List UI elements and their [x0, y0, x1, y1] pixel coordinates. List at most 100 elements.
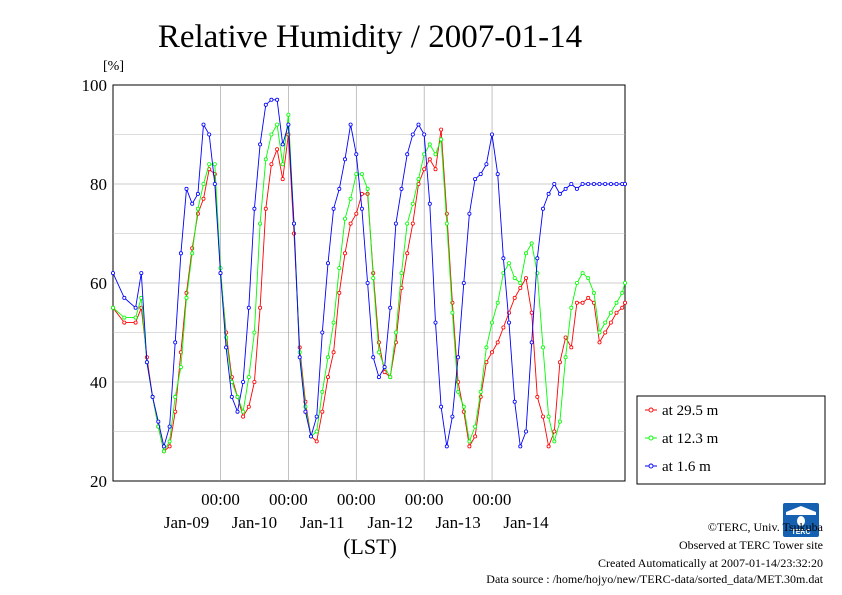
data-point: [422, 167, 427, 172]
data-point: [331, 206, 336, 211]
data-point: [156, 419, 161, 424]
y-tick-label: 60: [90, 274, 107, 293]
x-tick-label: 00:00: [473, 490, 512, 509]
grid: [113, 85, 625, 481]
series-line: [112, 129, 626, 453]
data-point: [139, 271, 144, 276]
legend-label: at 29.5 m: [662, 403, 719, 419]
data-point: [623, 280, 628, 285]
data-point: [382, 365, 387, 370]
data-point: [563, 186, 568, 191]
data-point: [269, 132, 274, 137]
data-point: [416, 122, 421, 127]
data-point: [320, 389, 325, 394]
data-point: [376, 350, 381, 355]
data-point: [518, 444, 523, 449]
data-point: [574, 280, 579, 285]
legend: at 29.5 m at 12.3 m at 1.6 m: [636, 395, 826, 485]
data-point: [467, 444, 472, 449]
data-point: [439, 404, 444, 409]
data-point: [348, 122, 353, 127]
data-point: [133, 315, 138, 320]
data-point: [388, 305, 393, 310]
data-point: [359, 172, 364, 177]
data-point: [444, 444, 449, 449]
data-point: [258, 142, 263, 147]
data-point: [263, 157, 268, 162]
data-point: [212, 181, 217, 186]
data-point: [348, 196, 353, 201]
data-point: [173, 394, 178, 399]
data-point: [308, 434, 313, 439]
data-point: [167, 444, 172, 449]
data-point: [574, 300, 579, 305]
series-line: [112, 114, 626, 453]
data-point: [263, 102, 268, 107]
data-point: [342, 216, 347, 221]
data-point: [144, 360, 149, 365]
x-date-label: Jan-11: [300, 513, 345, 532]
data-point: [173, 409, 178, 414]
data-point: [269, 162, 274, 167]
data-point: [541, 414, 546, 419]
data-point: [422, 132, 427, 137]
data-point: [303, 409, 308, 414]
data-point: [263, 206, 268, 211]
data-point: [365, 186, 370, 191]
data-point: [495, 300, 500, 305]
logo-text: TERC: [791, 529, 810, 536]
data-point: [620, 305, 625, 310]
data-point: [456, 355, 461, 360]
data-point: [489, 132, 494, 137]
data-point: [252, 206, 257, 211]
terc-logo: TERC: [783, 503, 819, 537]
data-point: [608, 181, 613, 186]
data-point: [574, 186, 579, 191]
data-point: [178, 365, 183, 370]
data-point: [489, 320, 494, 325]
legend-label: at 12.3 m: [662, 431, 719, 447]
footer-copyright: ©TERC, Univ. Tsukuba: [708, 520, 824, 534]
data-point: [597, 340, 602, 345]
data-point: [320, 330, 325, 335]
data-point: [167, 424, 172, 429]
data-point: [235, 409, 240, 414]
data-point: [258, 221, 263, 226]
data-point: [501, 256, 506, 261]
data-point: [450, 310, 455, 315]
data-point: [405, 152, 410, 157]
x-axis: 00:00 00:00 00:00 00:00 00:00 Jan-09 Jan-10 Jan…: [164, 490, 549, 532]
footer-observed: Observed at TERC Tower site: [679, 538, 823, 552]
data-point: [252, 330, 257, 335]
data-point: [410, 132, 415, 137]
data-point: [529, 310, 534, 315]
data-point: [580, 300, 585, 305]
data-point: [484, 162, 489, 167]
data-point: [241, 414, 246, 419]
data-point: [506, 261, 511, 266]
data-point: [354, 152, 359, 157]
data-point: [246, 404, 251, 409]
data-point: [512, 276, 517, 281]
data-point: [122, 320, 127, 325]
data-point: [529, 241, 534, 246]
data-point: [376, 375, 381, 380]
data-point: [439, 137, 444, 142]
data-point: [286, 122, 291, 127]
data-point: [275, 122, 280, 127]
data-point: [275, 147, 280, 152]
data-point: [623, 181, 628, 186]
data-point: [433, 320, 438, 325]
data-point: [337, 186, 342, 191]
data-point: [348, 221, 353, 226]
data-point: [190, 251, 195, 256]
data-point: [535, 256, 540, 261]
data-point: [337, 290, 342, 295]
data-point: [201, 181, 206, 186]
data-point: [252, 379, 257, 384]
y-tick-label: 40: [90, 373, 107, 392]
data-point: [218, 271, 223, 276]
data-point: [207, 132, 212, 137]
x-tick-label: 00:00: [201, 490, 240, 509]
